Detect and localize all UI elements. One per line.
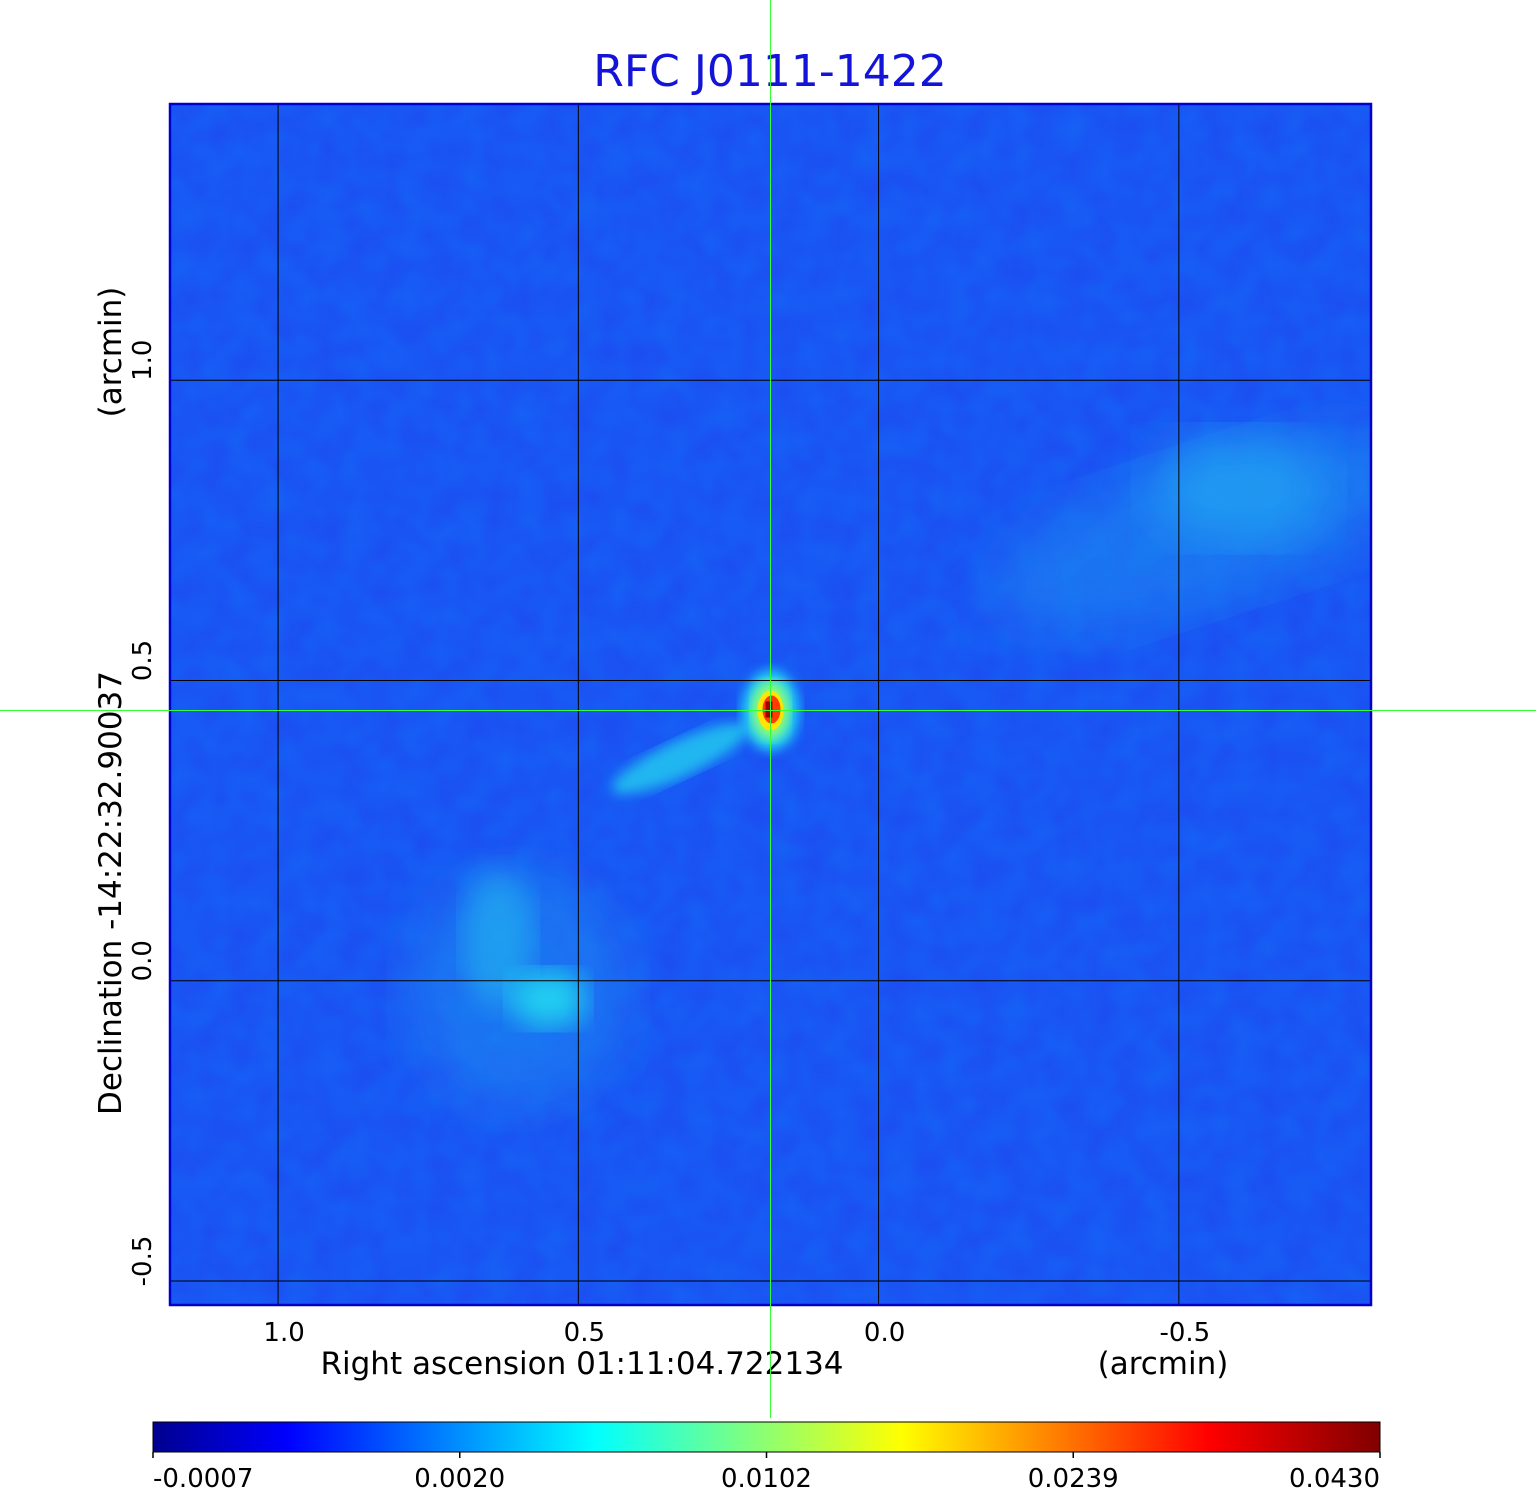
x-tick-label: 0.0 <box>864 1318 905 1348</box>
crosshair <box>0 0 1536 1418</box>
x-tick-label: 1.0 <box>263 1318 304 1348</box>
x-tick-label: -0.5 <box>1159 1318 1210 1348</box>
y-tick-label: 0.0 <box>128 940 158 981</box>
x-tick-label: 0.5 <box>564 1318 605 1348</box>
feature-core-peak <box>765 701 773 718</box>
x-axis-label: Right ascension 01:11:04.722134 <box>320 1346 843 1382</box>
colorbar-tick-label: 0.0102 <box>721 1464 812 1494</box>
y-tick-label: 0.5 <box>128 640 158 681</box>
image-area <box>170 104 1371 1305</box>
x-tick-labels: 1.0 0.5 0.0 -0.5 <box>263 1318 1210 1348</box>
y-tick-labels: 1.0 0.5 0.0 -0.5 <box>128 340 158 1287</box>
colorbar-tick-label: 0.0430 <box>1289 1464 1380 1494</box>
feature-jet <box>612 722 749 795</box>
emission-features <box>408 428 1371 1109</box>
colorbar-tick-label: -0.0007 <box>153 1464 253 1494</box>
colorbar-tick-label: 0.0020 <box>414 1464 505 1494</box>
colorbar-ticks: -0.0007 0.0020 0.0102 0.0239 0.0430 <box>152 1452 1381 1494</box>
colorbar-tick-label: 0.0239 <box>1028 1464 1119 1494</box>
y-tick-label: 1.0 <box>128 340 158 381</box>
x-axis-unit: (arcmin) <box>1098 1346 1229 1382</box>
feature-blob-northwest <box>1148 433 1329 544</box>
colorbar <box>152 1421 1381 1453</box>
y-axis-unit: (arcmin) <box>93 287 129 418</box>
feature-blob-south <box>510 970 587 1027</box>
feature-blob-south-arm <box>463 868 534 1009</box>
y-axis-label: Declination -14:22:32.90037 <box>93 671 129 1115</box>
y-tick-label: -0.5 <box>128 1236 158 1287</box>
